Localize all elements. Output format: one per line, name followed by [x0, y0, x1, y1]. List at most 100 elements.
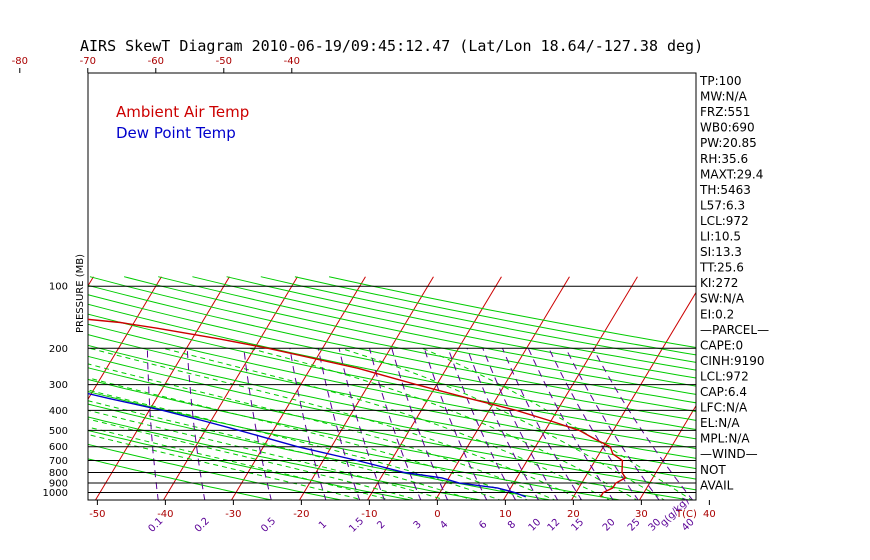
dry-adiabat-line — [158, 276, 696, 387]
y-axis-label: PRESSURE (MB) — [75, 254, 86, 333]
mixing-ratio-line — [243, 348, 272, 500]
mixing-ratio-line — [548, 348, 639, 500]
index-label: LCL:972 — [700, 369, 749, 383]
mixing-ratio-line — [502, 348, 583, 500]
x-top-tick-label: -60 — [148, 56, 164, 67]
index-label: LCL:972 — [700, 214, 749, 228]
dry-adiabat-line — [88, 284, 696, 412]
x-tick-label: 30 — [635, 509, 648, 520]
legend: Ambient Air Temp Dew Point Temp — [116, 103, 249, 142]
pressure-tick-label: 200 — [49, 344, 68, 355]
dry-adiabat-line — [123, 276, 696, 395]
index-label: MPL:N/A — [700, 432, 750, 446]
mixing-ratio-line — [482, 348, 559, 500]
dry-adiabat-line — [88, 367, 696, 491]
x-top-tick-label: -40 — [284, 56, 300, 67]
mixing-ratio-line — [592, 348, 694, 500]
index-label: TH:5463 — [699, 183, 751, 197]
isotherm-line — [502, 276, 638, 500]
isotherm-line — [298, 276, 434, 500]
mixing-ratio-label: 20 — [601, 517, 618, 534]
pressure-tick-label: 1000 — [43, 488, 68, 499]
isotherm-line — [0, 277, 25, 501]
legend-temperature: Ambient Air Temp — [116, 103, 249, 121]
x-top-tick-label: -70 — [80, 56, 96, 67]
mixing-ratio-label: 2 — [375, 519, 387, 531]
pressure-tick-label: 300 — [49, 380, 68, 391]
dry-adiabat-line — [88, 416, 484, 500]
index-label: —PARCEL— — [700, 323, 769, 337]
index-label: CINH:9190 — [700, 354, 765, 368]
isotherm-line — [230, 276, 366, 500]
x-top-tick-label: -80 — [12, 56, 28, 67]
mixing-ratio-line — [565, 348, 660, 500]
mixing-ratio-label: 1 — [317, 519, 329, 531]
temperature-profile-line — [88, 318, 627, 498]
legend-dewpoint: Dew Point Temp — [116, 124, 236, 142]
x-tick-label: -30 — [225, 509, 241, 520]
x-tick-label: 0 — [434, 509, 440, 520]
mixing-ratio-line — [466, 348, 540, 500]
index-label: L57:6.3 — [700, 198, 745, 212]
mixing-ratio-label: 10 — [527, 517, 544, 534]
x-tick-label: 40 — [703, 509, 716, 520]
mixing-ratio-label: 4 — [438, 519, 450, 531]
moist-adiabat-line — [88, 426, 393, 500]
mixing-ratio-line — [527, 348, 614, 500]
index-label: KI:272 — [700, 276, 738, 290]
index-label: MW:N/A — [700, 90, 748, 104]
mixing-ratio-label: 12 — [546, 517, 563, 534]
mixing-ratio-label: 3 — [412, 519, 424, 531]
profile-lines — [88, 318, 627, 498]
dry-adiabat-line — [88, 334, 696, 459]
dry-adiabat-line — [88, 429, 414, 500]
mixing-ratio-line — [369, 348, 422, 500]
chart-title: AIRS SkewT Diagram 2010-06-19/09:45:12.4… — [80, 37, 703, 55]
moist-adiabat-line — [88, 363, 557, 500]
x-tick-label: 20 — [567, 509, 580, 520]
dry-adiabat-line — [88, 458, 275, 500]
moist-adiabat-line — [88, 409, 447, 500]
isotherm-line — [88, 276, 162, 401]
dewpoint-profile-line — [88, 392, 527, 498]
dry-adiabat-line — [88, 403, 554, 500]
index-label: LI:10.5 — [700, 230, 741, 244]
dry-adiabat-line — [88, 355, 696, 480]
x-tick-label: -50 — [89, 509, 105, 520]
index-label: —WIND— — [700, 447, 758, 461]
mixing-ratio-line — [338, 348, 386, 500]
moist-adiabat-line — [88, 418, 420, 500]
isotherm-line — [570, 291, 696, 500]
dry-adiabat-line — [88, 294, 696, 421]
dry-adiabat-line — [88, 344, 696, 470]
isotherm-line — [775, 277, 870, 501]
mixing-ratio-label: 6 — [477, 519, 489, 531]
dry-adiabat-line — [88, 378, 693, 500]
mixing-ratio-line — [391, 348, 449, 500]
pressure-tick-label: 100 — [49, 282, 68, 293]
isotherm-line — [843, 277, 870, 501]
moist-adiabat-line — [163, 347, 611, 500]
x-tick-label: -20 — [293, 509, 309, 520]
index-label: EI:0.2 — [700, 307, 734, 321]
index-label: MAXT:29.4 — [700, 167, 763, 181]
dry-adiabat-line — [192, 276, 696, 379]
index-label: TT:25.6 — [699, 261, 744, 275]
pressure-tick-label: 700 — [49, 456, 68, 467]
x-tick-label: 10 — [499, 509, 512, 520]
mixing-ratio-line — [146, 348, 159, 500]
mixing-ratio-line — [186, 348, 206, 500]
mixing-ratio-label: 0.2 — [193, 516, 212, 535]
index-label: NOT — [700, 463, 726, 477]
dry-adiabat-line — [328, 276, 696, 349]
index-label: CAPE:0 — [700, 338, 743, 352]
moist-adiabat-line — [88, 389, 502, 500]
x-tick-label: -40 — [157, 509, 173, 520]
plot-border — [87, 72, 697, 501]
pressure-tick-label: 500 — [49, 426, 68, 437]
moist-adiabat-line — [89, 347, 584, 500]
isobars — [87, 72, 697, 501]
